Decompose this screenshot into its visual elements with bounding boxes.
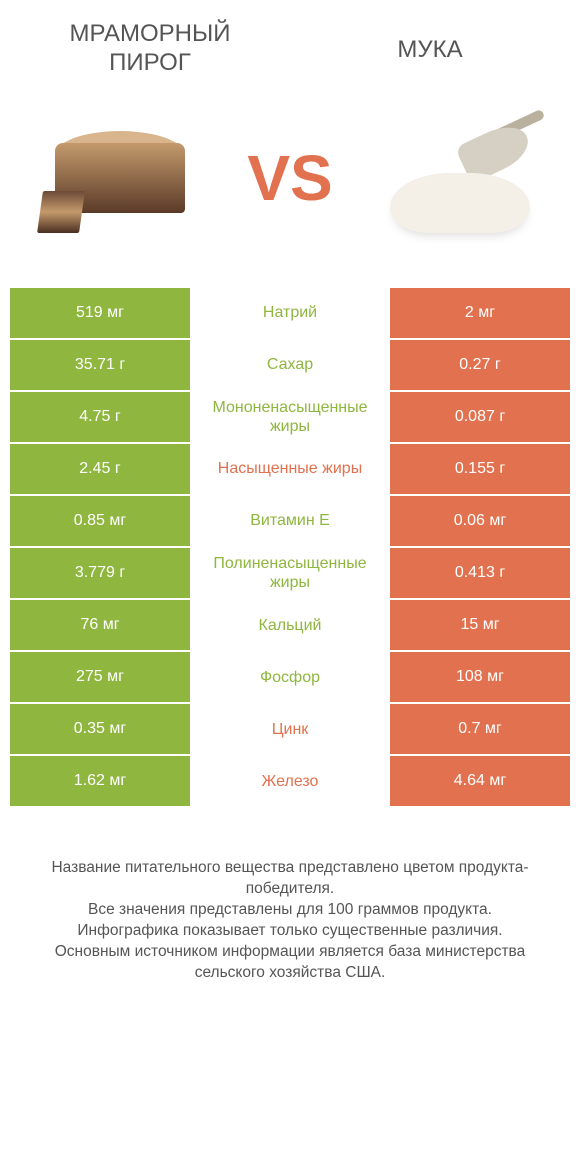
nutrient-row: 519 мгНатрий2 мг [10, 288, 570, 340]
right-value-cell: 4.64 мг [390, 756, 570, 806]
marble-cake-icon [40, 123, 200, 233]
footer-line: Название питательного вещества представл… [30, 858, 550, 900]
header: МРАМОРНЫЙ ПИРОГ МУКА [0, 0, 580, 88]
left-value-cell: 0.35 мг [10, 704, 190, 754]
product-images-row: VS [0, 88, 580, 288]
right-value-cell: 2 мг [390, 288, 570, 338]
left-value-cell: 35.71 г [10, 340, 190, 390]
left-value-cell: 1.62 мг [10, 756, 190, 806]
nutrient-row: 4.75 гМононенасыщенные жиры0.087 г [10, 392, 570, 444]
nutrient-label-cell: Сахар [190, 340, 390, 390]
nutrient-label-cell: Полиненасыщенные жиры [190, 548, 390, 598]
right-value-cell: 0.27 г [390, 340, 570, 390]
left-value-cell: 0.85 мг [10, 496, 190, 546]
right-value-cell: 0.413 г [390, 548, 570, 598]
footer-line: Инфографика показывает только существенн… [30, 921, 550, 942]
right-value-cell: 108 мг [390, 652, 570, 702]
left-value-cell: 4.75 г [10, 392, 190, 442]
left-product-image [30, 108, 210, 248]
nutrient-label-cell: Витамин E [190, 496, 390, 546]
nutrient-row: 35.71 гСахар0.27 г [10, 340, 570, 392]
nutrient-label-cell: Насыщенные жиры [190, 444, 390, 494]
right-value-cell: 0.155 г [390, 444, 570, 494]
footer-line: Основным источником информации является … [30, 942, 550, 984]
right-value-cell: 0.087 г [390, 392, 570, 442]
left-product-title-wrap: МРАМОРНЫЙ ПИРОГ [40, 20, 260, 78]
right-product-title: МУКА [320, 36, 540, 65]
left-value-cell: 76 мг [10, 600, 190, 650]
nutrient-row: 0.35 мгЦинк0.7 мг [10, 704, 570, 756]
nutrient-label-cell: Мононенасыщенные жиры [190, 392, 390, 442]
nutrient-row: 1.62 мгЖелезо4.64 мг [10, 756, 570, 808]
right-value-cell: 15 мг [390, 600, 570, 650]
right-product-title-wrap: МУКА [320, 20, 540, 78]
nutrient-label-cell: Натрий [190, 288, 390, 338]
left-value-cell: 519 мг [10, 288, 190, 338]
nutrient-label-cell: Цинк [190, 704, 390, 754]
nutrient-label-cell: Фосфор [190, 652, 390, 702]
nutrient-label-cell: Кальций [190, 600, 390, 650]
left-product-title: МРАМОРНЫЙ ПИРОГ [40, 20, 260, 78]
nutrient-row: 0.85 мгВитамин E0.06 мг [10, 496, 570, 548]
left-value-cell: 2.45 г [10, 444, 190, 494]
nutrient-label-cell: Железо [190, 756, 390, 806]
flour-icon [380, 113, 540, 243]
vs-label: VS [247, 141, 332, 215]
right-product-image [370, 108, 550, 248]
footer-line: Все значения представлены для 100 граммо… [30, 900, 550, 921]
nutrient-comparison-table: 519 мгНатрий2 мг35.71 гСахар0.27 г4.75 г… [10, 288, 570, 809]
left-value-cell: 275 мг [10, 652, 190, 702]
nutrient-row: 275 мгФосфор108 мг [10, 652, 570, 704]
nutrient-row: 3.779 гПолиненасыщенные жиры0.413 г [10, 548, 570, 600]
footer-notes: Название питательного вещества представл… [0, 808, 580, 984]
nutrient-row: 76 мгКальций15 мг [10, 600, 570, 652]
left-value-cell: 3.779 г [10, 548, 190, 598]
right-value-cell: 0.06 мг [390, 496, 570, 546]
nutrient-row: 2.45 гНасыщенные жиры0.155 г [10, 444, 570, 496]
right-value-cell: 0.7 мг [390, 704, 570, 754]
